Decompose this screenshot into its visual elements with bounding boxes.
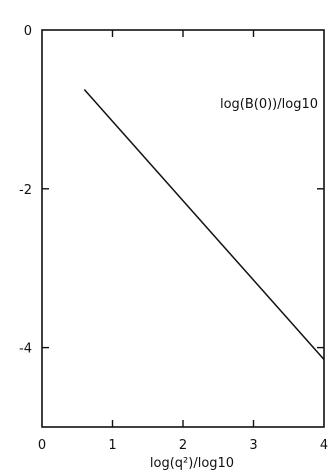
x-tick-label: 3 [249,438,257,453]
y-tick-label: -2 [19,183,32,198]
x-tick-label: 0 [38,438,46,453]
x-tick-label: 2 [179,438,187,453]
y-tick-label: -4 [19,342,32,357]
x-axis-label: log(q²)/log10 [150,456,234,471]
tick-labels: 0 1 2 3 4 0 -2 -4 [19,24,328,453]
y-tick-label: 0 [24,24,32,39]
ticks [42,30,324,427]
x-tick-label: 4 [320,438,328,453]
annotation-label: log(B(0))/log10 [220,97,318,112]
x-tick-label: 1 [108,438,116,453]
series-line [83,89,325,361]
series [83,89,325,361]
